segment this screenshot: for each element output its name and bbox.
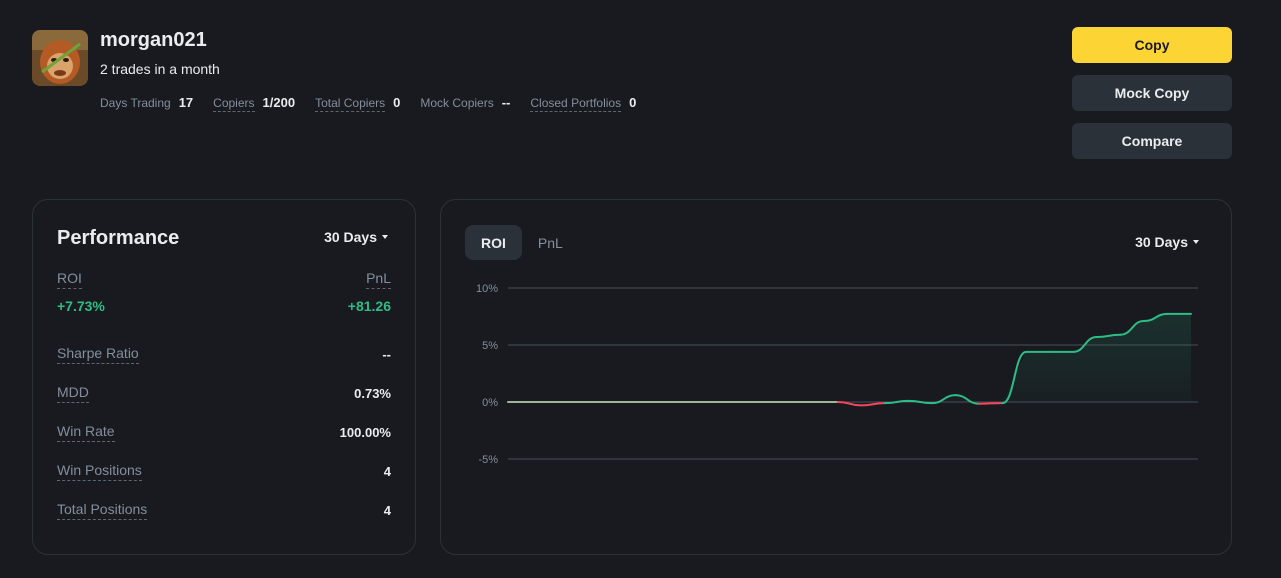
chart-card: 10% 5% 0% -5% ROI PnL 30 Days bbox=[440, 199, 1232, 555]
compare-button[interactable]: Compare bbox=[1072, 123, 1232, 159]
stat-label: Mock Copiers bbox=[420, 96, 494, 110]
metric-label[interactable]: Win Rate bbox=[57, 423, 115, 442]
performance-title: Performance bbox=[57, 227, 180, 249]
stat-days-trading: Days Trading 17 bbox=[100, 95, 193, 110]
stat-value: 0 bbox=[393, 95, 401, 110]
metric-value: 100.00% bbox=[339, 424, 391, 440]
stat-value: -- bbox=[501, 95, 511, 110]
metric-label[interactable]: Win Positions bbox=[57, 462, 142, 481]
y-tick-label: 5% bbox=[482, 340, 498, 352]
tab-roi[interactable]: ROI bbox=[465, 225, 522, 260]
metric-value: 4 bbox=[383, 502, 391, 518]
metric-value: -- bbox=[382, 346, 391, 362]
stat-label: Days Trading bbox=[100, 96, 171, 110]
y-tick-label: 10% bbox=[476, 283, 498, 295]
metric-row-total-positions: Total Positions 4 bbox=[57, 499, 391, 521]
stat-total-copiers: Total Copiers 0 bbox=[315, 95, 400, 112]
metric-label[interactable]: Sharpe Ratio bbox=[57, 345, 139, 364]
avatar bbox=[32, 30, 88, 86]
caret-down-icon bbox=[1193, 240, 1199, 244]
roi-line-segment bbox=[978, 402, 1004, 405]
metric-label[interactable]: Total Positions bbox=[57, 501, 148, 520]
metric-value: 4 bbox=[383, 463, 391, 479]
mock-copy-button[interactable]: Mock Copy bbox=[1072, 75, 1232, 111]
stat-label[interactable]: Closed Portfolios bbox=[530, 96, 622, 112]
metric-row-mdd: MDD 0.73% bbox=[57, 382, 391, 404]
stat-value: 1/200 bbox=[262, 95, 296, 110]
stat-mock-copiers: Mock Copiers -- bbox=[420, 95, 510, 110]
roi-line-segment bbox=[836, 401, 863, 407]
roi-line-segment bbox=[860, 402, 886, 407]
stat-value: 17 bbox=[178, 95, 194, 110]
roi-chart: 10% 5% 0% -5% bbox=[476, 283, 1198, 466]
profile-stats: Days Trading 17 Copiers 1/200 Total Copi… bbox=[100, 95, 656, 112]
chart-period-dropdown[interactable]: 30 Days bbox=[1135, 234, 1199, 250]
performance-card: Performance 30 Days ROI PnL +7.73% +81.2… bbox=[32, 199, 416, 555]
username: morgan021 bbox=[100, 29, 207, 51]
roi-line-segment bbox=[930, 394, 957, 405]
pnl-label[interactable]: PnL bbox=[366, 270, 391, 289]
stat-label[interactable]: Total Copiers bbox=[315, 96, 386, 112]
roi-label[interactable]: ROI bbox=[57, 270, 82, 289]
y-tick-label: 0% bbox=[482, 397, 498, 409]
roi-line-segment bbox=[1072, 336, 1098, 353]
roi-line-segment bbox=[1095, 333, 1122, 339]
chart-tabs: ROI PnL bbox=[465, 225, 579, 260]
performance-period-dropdown[interactable]: 30 Days bbox=[324, 229, 388, 245]
stat-value: 0 bbox=[629, 95, 637, 110]
tab-pnl[interactable]: PnL bbox=[537, 234, 563, 251]
metric-row-win-positions: Win Positions 4 bbox=[57, 460, 391, 482]
roi-line-segment bbox=[954, 394, 981, 405]
metric-row-sharpe-ratio: Sharpe Ratio -- bbox=[57, 343, 391, 365]
roi-line-segment bbox=[1142, 312, 1169, 323]
roi-line-segment bbox=[1119, 320, 1145, 336]
roi-line-segment bbox=[907, 399, 933, 405]
y-tick-label: -5% bbox=[478, 454, 498, 466]
roi-line-segment bbox=[883, 399, 910, 405]
roi-area-fill bbox=[508, 313, 1191, 402]
period-label: 30 Days bbox=[1135, 234, 1188, 250]
pnl-value: +81.26 bbox=[347, 298, 391, 314]
roi-value: +7.73% bbox=[57, 298, 105, 314]
profile-subtitle: 2 trades in a month bbox=[100, 61, 220, 77]
roi-line-segment bbox=[1001, 350, 1028, 405]
caret-down-icon bbox=[382, 235, 388, 239]
stat-closed-portfolios: Closed Portfolios 0 bbox=[530, 95, 636, 112]
stat-copiers: Copiers 1/200 bbox=[213, 95, 295, 112]
stat-label[interactable]: Copiers bbox=[213, 96, 255, 112]
copy-button[interactable]: Copy bbox=[1072, 27, 1232, 63]
metric-label[interactable]: MDD bbox=[57, 384, 89, 403]
metric-row-win-rate: Win Rate 100.00% bbox=[57, 421, 391, 443]
period-label: 30 Days bbox=[324, 229, 377, 245]
metric-value: 0.73% bbox=[354, 385, 391, 401]
